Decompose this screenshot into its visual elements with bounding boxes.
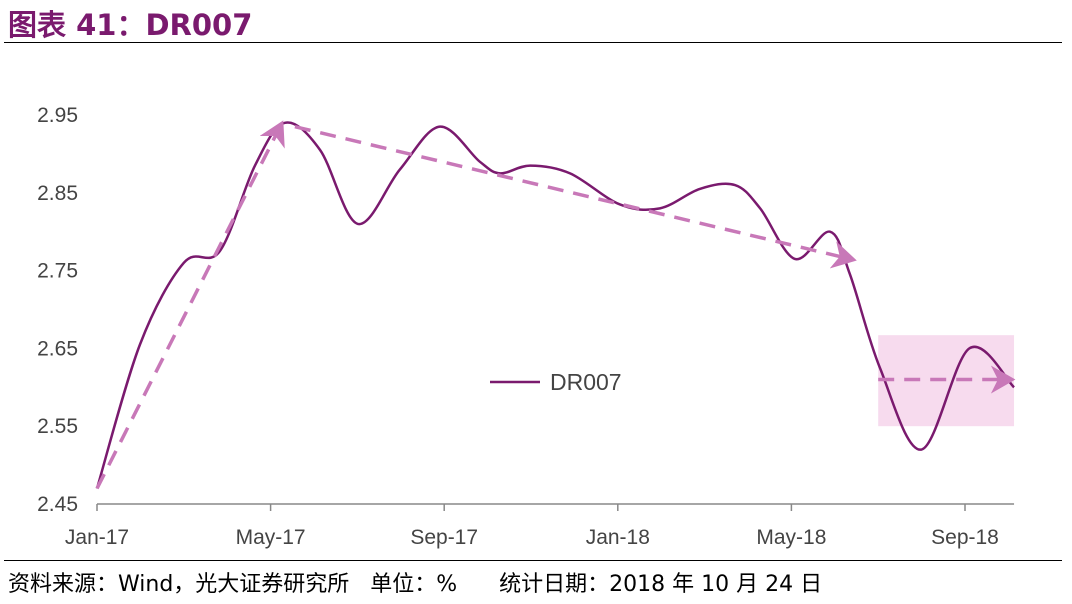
footer: 资料来源：Wind，光大证券研究所 单位：% 统计日期：2018 年 10 月 … xyxy=(8,566,822,598)
title-divider xyxy=(4,42,1062,43)
x-tick-label: May-17 xyxy=(236,526,306,549)
x-tick-label: Sep-18 xyxy=(931,526,999,549)
legend-label: DR007 xyxy=(550,369,622,395)
y-tick-label: 2.45 xyxy=(37,493,78,516)
trend-arrow xyxy=(294,124,857,269)
footer-unit: 单位：% xyxy=(370,572,458,597)
x-tick-label: Sep-17 xyxy=(410,526,478,549)
footer-divider xyxy=(4,560,1062,561)
y-tick-label: 2.65 xyxy=(37,337,78,360)
series-line-dr007 xyxy=(95,121,1015,489)
x-tick-label: Jan-17 xyxy=(65,526,129,549)
footer-date: 统计日期：2018 年 10 月 24 日 xyxy=(499,572,823,597)
y-tick-label: 2.95 xyxy=(37,104,78,127)
y-tick-label: 2.55 xyxy=(37,415,78,438)
chart-title: 图表 41：DR007 xyxy=(8,8,253,42)
x-tick-label: Jan-18 xyxy=(586,526,650,549)
trend-arrow xyxy=(95,120,285,490)
y-tick-label: 2.85 xyxy=(37,182,78,205)
footer-source: 资料来源：Wind，光大证券研究所 xyxy=(8,572,350,597)
x-tick-label: May-18 xyxy=(756,526,826,549)
y-tick-label: 2.75 xyxy=(37,260,78,283)
